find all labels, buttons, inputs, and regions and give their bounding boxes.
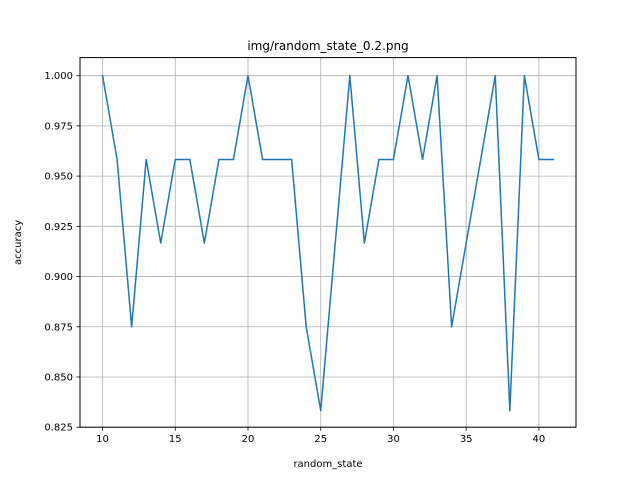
x-tick-label: 40 [533,434,546,445]
chart-title: img/random_state_0.2.png [247,39,408,53]
x-tick-label: 10 [96,434,109,445]
y-tick-label: 0.900 [44,272,73,283]
x-tick-label: 30 [387,434,400,445]
y-tick-label: 0.850 [44,372,73,383]
x-axis-label: random_state [293,459,362,470]
y-tick-label: 0.975 [44,121,73,132]
y-tick-label: 0.875 [44,322,73,333]
x-tick-label: 15 [169,434,182,445]
series-line [101,74,555,412]
y-axis-label: accuracy [13,220,24,265]
series-layer [101,74,555,412]
plot-frame [79,57,577,428]
y-tick-label: 0.925 [44,222,73,233]
x-tick-label: 25 [314,434,327,445]
x-tick-label: 20 [242,434,255,445]
y-tick-label: 1.000 [44,71,73,82]
y-tick-label: 0.825 [44,423,73,434]
x-axis-ticks: 10 15 20 25 30 35 40 [96,427,545,445]
y-axis-ticks: 0.825 0.850 0.875 0.900 0.925 0.950 0.975 1.000 [44,71,80,434]
y-tick-label: 0.950 [44,172,73,183]
x-tick-label: 35 [460,434,473,445]
